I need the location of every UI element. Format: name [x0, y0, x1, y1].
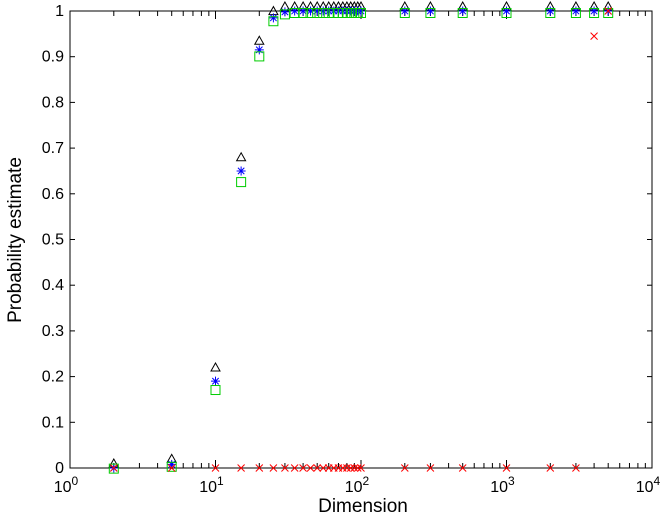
- x-point: [572, 464, 580, 472]
- asterisk-point: [425, 6, 435, 16]
- x-point: [350, 464, 359, 472]
- square-point: [323, 8, 334, 18]
- square-point: [166, 461, 177, 472]
- y-axis-title: Probability estimate: [5, 157, 26, 323]
- asterisk-point: [254, 45, 264, 55]
- x-point: [590, 32, 598, 40]
- asterisk-point: [400, 6, 410, 16]
- triangle-point: [210, 362, 221, 372]
- x-tick-label: 100: [54, 474, 79, 496]
- triangle-point: [253, 35, 265, 45]
- asterisk-point: [280, 7, 290, 17]
- axis-ticks: 0 0.1 0.2 0.3 0.4 0.5 0.6 0.7 0.8 0.9 1 100 101 102 10…: [42, 3, 661, 496]
- x-point: [346, 464, 355, 472]
- asterisk-point: [571, 6, 581, 16]
- asterisk-point: [318, 6, 328, 16]
- square-point: [279, 9, 290, 20]
- square-point: [312, 8, 323, 18]
- square-point: [268, 16, 279, 27]
- square-point: [399, 8, 410, 18]
- x-point: [502, 464, 511, 472]
- square-point: [254, 51, 265, 62]
- asterisk-point: [312, 6, 322, 16]
- y-tick-label: 1: [55, 3, 64, 20]
- x-point: [109, 464, 118, 472]
- asterisk-point: [236, 166, 246, 176]
- x-point: [357, 464, 365, 472]
- x-point: [269, 464, 278, 472]
- y-tick-label: 0.9: [42, 49, 64, 66]
- asterisk-point: [298, 6, 308, 16]
- x-tick-label: 101: [199, 474, 224, 496]
- x-axis-title: Dimension: [318, 496, 408, 517]
- asterisk-point: [502, 6, 511, 16]
- square-point: [501, 8, 512, 18]
- asterisk-point: [545, 6, 555, 16]
- square-point: [305, 8, 316, 18]
- x-point: [400, 464, 409, 472]
- asterisk-point: [324, 6, 334, 16]
- y-tick-label: 0.2: [42, 369, 64, 386]
- x-point: [343, 464, 351, 472]
- x-point: [290, 464, 299, 472]
- square-point: [318, 8, 329, 18]
- square-point: [356, 8, 366, 18]
- square-point: [603, 8, 614, 18]
- x-point: [211, 464, 220, 472]
- square-point: [545, 8, 556, 18]
- data-points: [108, 0, 614, 474]
- asterisk-point: [458, 6, 468, 16]
- asterisk-point: [290, 6, 300, 16]
- plot-frame: [69, 10, 653, 469]
- y-tick-label: 0.8: [42, 94, 64, 111]
- asterisk-point: [589, 6, 599, 16]
- x-point: [281, 464, 289, 472]
- square-point: [236, 177, 247, 188]
- x-point: [546, 464, 555, 472]
- asterisk-point: [306, 6, 316, 16]
- square-point: [425, 8, 436, 18]
- plot-border: [69, 10, 653, 469]
- x-point: [255, 464, 264, 472]
- y-tick-label: 0.4: [42, 277, 64, 294]
- y-tick-label: 0: [55, 460, 64, 477]
- x-point: [458, 464, 467, 472]
- triangle-point: [235, 151, 247, 162]
- x-point: [237, 464, 245, 472]
- square-point: [298, 8, 309, 18]
- x-point: [319, 464, 328, 472]
- x-point: [313, 464, 322, 472]
- y-tick-label: 0.3: [42, 323, 64, 340]
- x-tick-label: 102: [345, 474, 370, 496]
- square-point: [589, 8, 600, 18]
- x-point: [426, 464, 435, 472]
- y-tick-label: 0.6: [42, 186, 64, 203]
- y-tick-label: 0.7: [42, 140, 64, 157]
- x-point: [353, 464, 362, 472]
- asterisk-point: [211, 376, 220, 386]
- square-point: [570, 8, 581, 18]
- x-point: [299, 464, 307, 472]
- square-point: [457, 8, 468, 18]
- x-point: [167, 464, 176, 472]
- x-tick-label: 103: [490, 474, 515, 496]
- square-point: [210, 385, 221, 396]
- y-tick-label: 0.1: [42, 414, 64, 431]
- y-tick-label: 0.5: [42, 232, 64, 249]
- x-tick-label: 104: [636, 474, 661, 496]
- x-point: [604, 7, 613, 15]
- square-point: [289, 8, 300, 18]
- asterisk-point: [356, 6, 366, 16]
- asterisk-point: [268, 13, 278, 23]
- asterisk-point: [167, 459, 177, 469]
- x-point: [306, 464, 315, 472]
- square-point: [108, 463, 119, 474]
